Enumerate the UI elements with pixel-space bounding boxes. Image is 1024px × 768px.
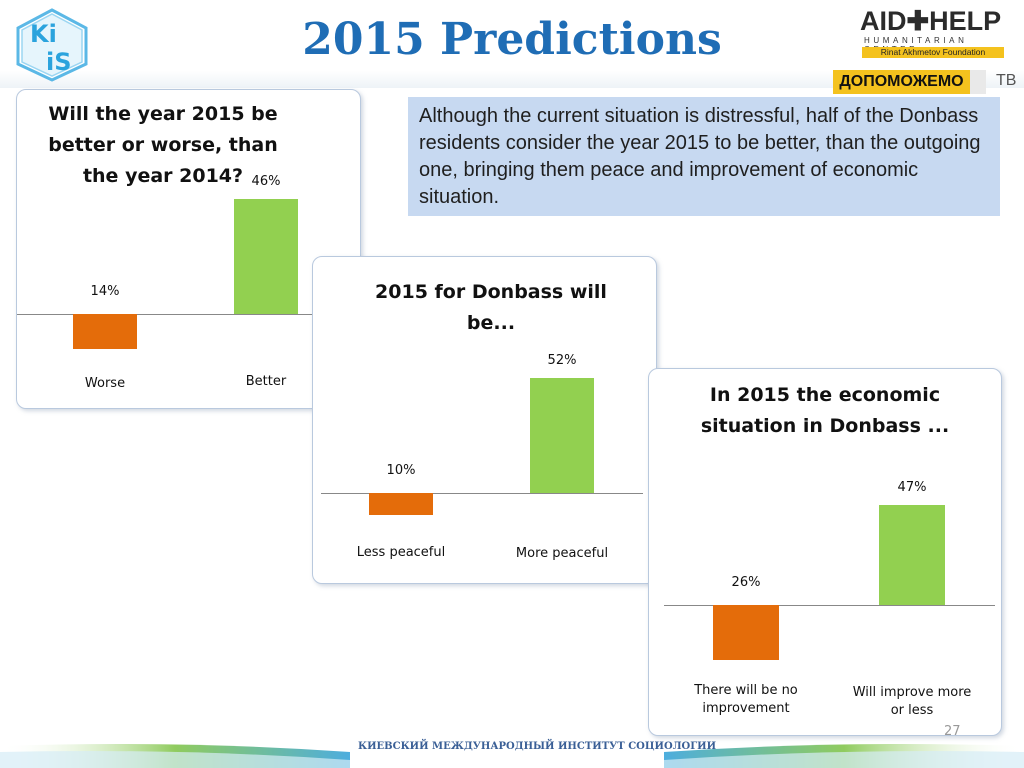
category-label: There will be no improvement xyxy=(694,683,798,716)
data-label: 14% xyxy=(90,284,120,299)
summary-text: Although the current situation is distre… xyxy=(419,105,981,208)
category-label: Will improve more or less xyxy=(852,685,972,718)
data-label: 26% xyxy=(731,575,761,590)
kiis-logo: Ki iS xyxy=(16,8,88,82)
x-axis-line xyxy=(664,605,995,606)
category-label: Less peaceful xyxy=(356,545,446,560)
footer-decoration xyxy=(0,744,1024,768)
aidhelp-logo-foundation: Rinat Akhmetov Foundation xyxy=(862,47,1004,58)
category-label: Worse xyxy=(84,376,126,391)
chart-title: Will the year 2015 be better or worse, t… xyxy=(48,103,278,187)
summary-textbox: Although the current situation is distre… xyxy=(408,97,1000,216)
data-label: 47% xyxy=(897,480,927,496)
page-number: 27 xyxy=(944,724,961,739)
bar-there-will-be-no-improvement xyxy=(713,605,779,661)
bar-worse xyxy=(73,314,137,349)
tv-logo-text: ТВ xyxy=(996,72,1017,89)
x-axis-line xyxy=(321,493,643,494)
data-label: 46% xyxy=(251,174,281,189)
category-label: Better xyxy=(245,374,287,389)
chart-title: In 2015 the economic situation in Donbas… xyxy=(700,384,950,437)
aidhelp-logo: AID✚HELP HUMANITARIAN CENTER Rinat Akhme… xyxy=(858,6,1008,58)
category-label: More peaceful xyxy=(515,546,609,561)
bar-less-peaceful xyxy=(369,493,433,516)
dopomozhemo-logo: ДОПОМОЖЕМО xyxy=(833,70,970,94)
data-label: 52% xyxy=(547,352,577,368)
chart-panel-economy: In 2015 the economic situation in Donbas… xyxy=(648,368,1002,736)
data-label: 10% xyxy=(386,463,416,478)
x-axis-line xyxy=(17,314,360,315)
plus-icon xyxy=(970,70,986,94)
aidhelp-logo-main: AID✚HELP xyxy=(860,6,1002,36)
bar-better xyxy=(234,199,298,314)
chart-title: 2015 for Donbass will be... xyxy=(375,281,607,334)
chart-panel-2015-vs-2014: Will the year 2015 be better or worse, t… xyxy=(16,89,361,409)
kiis-logo-is: iS xyxy=(46,48,72,76)
page-title: 2015 Predictions xyxy=(302,14,722,65)
bar-will-improve-more-or-less xyxy=(879,505,945,605)
footer-institute-name: КИЕВСКИЙ МЕЖДУНАРОДНЫЙ ИНСТИТУТ СОЦИОЛОГ… xyxy=(358,741,717,752)
chart-panel-peace: 2015 for Donbass will be... 10% Less peac… xyxy=(312,256,657,584)
kiis-logo-ki: Ki xyxy=(30,20,57,48)
bar-more-peaceful xyxy=(530,377,594,493)
